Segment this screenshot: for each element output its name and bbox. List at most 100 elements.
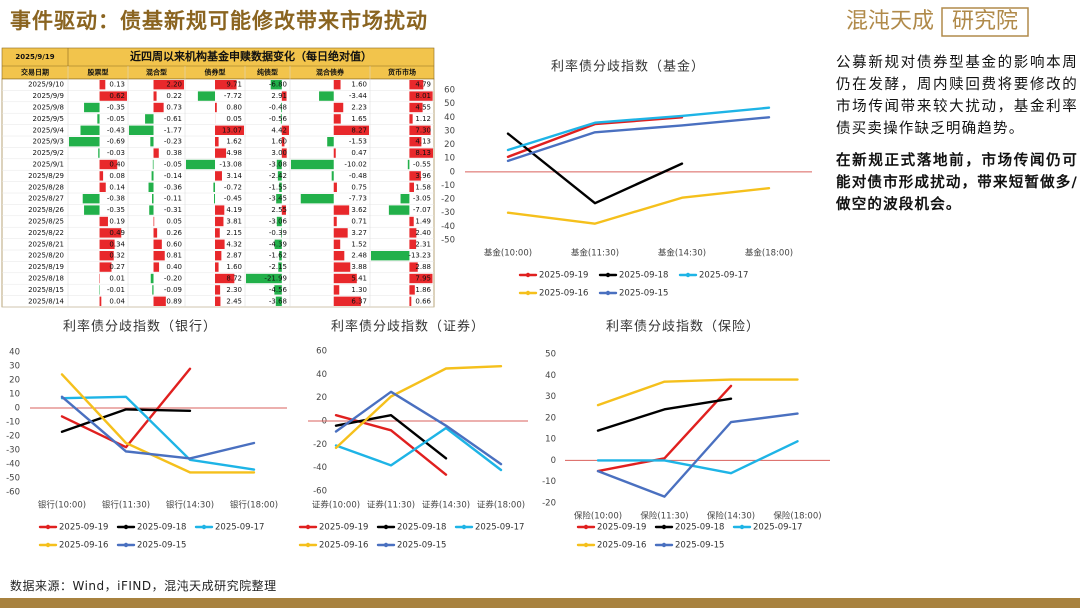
table-cell: -4.39	[269, 240, 287, 248]
data-bar	[333, 285, 340, 295]
data-bar	[409, 228, 417, 238]
table-cell: 7.30	[415, 126, 431, 134]
data-bar	[319, 91, 334, 101]
table-cell: 2.23	[351, 104, 367, 112]
table-cell: 5.41	[351, 275, 367, 283]
series-line	[60, 408, 192, 433]
data-bar	[99, 91, 127, 101]
legend-label: 2025-09-16	[319, 541, 368, 551]
legend-swatch-dot	[123, 524, 129, 530]
legend-label: 2025-09-19	[59, 523, 108, 533]
table-cell: 1.49	[415, 218, 431, 226]
table-cell: -0.38	[107, 195, 125, 203]
y-tick-label: -50	[441, 236, 455, 246]
table-column-header: 交易日期	[21, 68, 49, 77]
data-bar	[99, 182, 106, 192]
logo-box-text: 研究院	[952, 9, 1018, 34]
table-cell: 0.89	[166, 297, 182, 305]
table-cell: 0.05	[226, 115, 242, 123]
table-cell: -3.68	[269, 297, 287, 305]
legend-label: 2025-09-16	[539, 289, 588, 299]
table-cell: 2025/8/28	[28, 183, 64, 191]
data-bar	[281, 125, 289, 135]
data-bar	[333, 102, 344, 113]
data-bar	[281, 102, 282, 113]
table-cell: -3.06	[269, 218, 288, 226]
y-tick-label: 10	[444, 154, 455, 164]
data-bar	[69, 137, 100, 147]
table-cell: 2025/9/9	[33, 92, 64, 100]
table-cell: 3.00	[271, 149, 287, 157]
table-cell: -1.55	[269, 183, 287, 191]
data-bar	[197, 91, 216, 101]
data-bar	[409, 102, 423, 113]
data-bar	[215, 205, 225, 215]
table-cell: 0.32	[109, 252, 125, 260]
data-bar	[331, 171, 334, 181]
data-bar	[333, 148, 336, 158]
data-bar	[152, 159, 154, 170]
table-cell: 8.72	[226, 275, 242, 283]
table-cell: -0.31	[164, 206, 182, 214]
table-cell: -0.20	[164, 275, 182, 283]
data-bar	[281, 205, 286, 215]
y-tick-label: -10	[441, 181, 455, 191]
table-date: 2025/9/19	[15, 53, 54, 61]
source-note: 数据来源：Wind，iFIND，混沌天成研究院整理	[10, 579, 277, 593]
data-bar	[333, 251, 345, 261]
table-cell: 1.12	[415, 115, 431, 123]
data-bar	[151, 171, 154, 181]
data-bar	[277, 171, 282, 181]
table-cell: -0.03	[107, 149, 125, 157]
legend-label: 2025-09-15	[397, 541, 446, 551]
legend-swatch-dot	[305, 524, 311, 530]
y-tick-label: -40	[313, 463, 327, 473]
legend-swatch-dot	[45, 542, 51, 548]
data-bar	[153, 262, 160, 272]
x-tick-label: 证券(18:00)	[477, 500, 525, 511]
data-bar	[371, 251, 410, 261]
series-line	[334, 413, 448, 476]
data-bar	[300, 194, 334, 204]
data-bar	[153, 251, 165, 261]
table-cell: 2025/9/5	[33, 115, 64, 123]
data-bar	[409, 182, 414, 192]
series-line	[60, 367, 192, 449]
table-cell: -0.39	[269, 229, 287, 237]
table-cell: 1.60	[226, 263, 242, 271]
y-tick-label: -20	[6, 432, 20, 442]
data-bar	[153, 228, 158, 238]
series-line	[60, 373, 256, 474]
table-cell: -0.55	[413, 161, 431, 169]
data-bar	[213, 182, 216, 192]
data-bar	[150, 273, 154, 284]
legend-label: 2025-09-17	[699, 271, 748, 281]
y-tick-label: 0	[450, 167, 455, 177]
data-bar	[276, 159, 282, 170]
y-tick-label: -20	[313, 440, 327, 450]
table-cell: 2.48	[351, 252, 367, 260]
data-bar	[215, 296, 221, 306]
data-bar	[281, 228, 282, 238]
table-cell: -4.56	[269, 286, 288, 294]
table-cell: 4.13	[415, 138, 431, 146]
y-tick-label: 0	[551, 456, 556, 466]
data-bar	[409, 125, 431, 135]
table-cell: 0.49	[109, 229, 125, 237]
series-line	[60, 395, 256, 471]
table-cell: 6.37	[351, 297, 367, 305]
y-tick-label: 60	[316, 347, 327, 357]
series-line	[506, 106, 771, 152]
legend-swatch-dot	[45, 524, 51, 530]
y-tick-label: -20	[542, 499, 556, 509]
y-tick-label: -50	[6, 474, 20, 484]
data-bar	[275, 296, 282, 306]
footer-bar	[0, 598, 1080, 608]
legend-swatch-dot	[461, 524, 467, 530]
data-bar	[99, 228, 122, 238]
series-line	[334, 364, 503, 450]
table-cell: -0.48	[349, 172, 367, 180]
data-bar	[215, 262, 219, 272]
data-bar	[281, 137, 285, 147]
data-bar	[84, 205, 100, 215]
